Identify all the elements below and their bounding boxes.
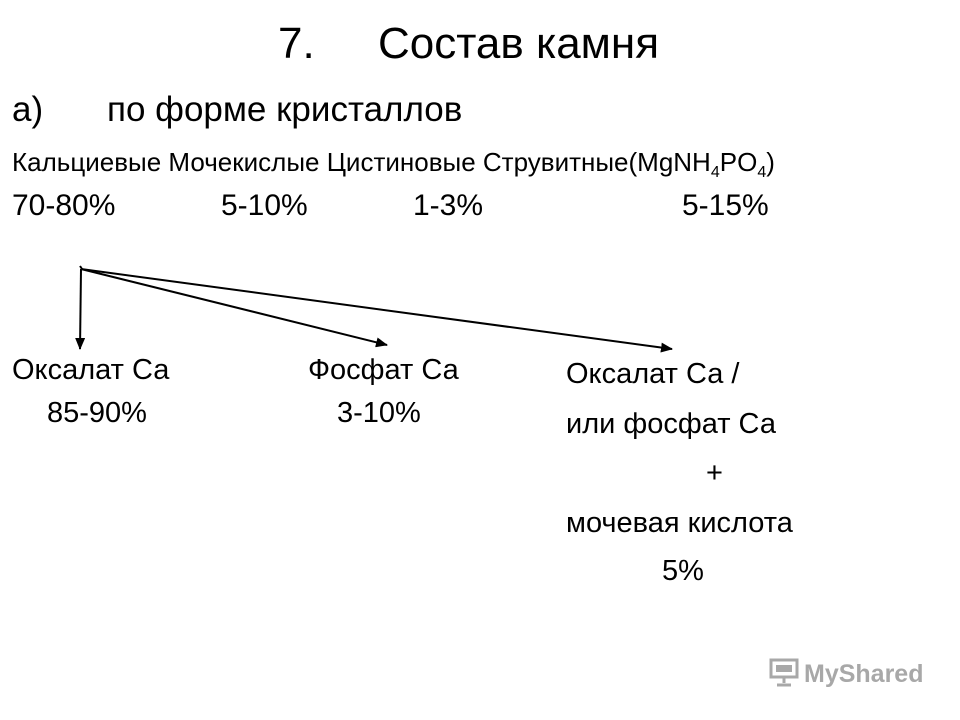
arrow-to-mixed [80, 268, 673, 353]
slide-title-number: 7. [278, 19, 315, 68]
mixed-line1: Оксалат Са / [566, 358, 740, 390]
subscript-4: 4 [757, 164, 767, 181]
stone-types-row: Кальциевые Мочекислые Цистиновые Струвит… [12, 147, 775, 181]
projector-screen-icon [768, 656, 800, 693]
slide-title: Состав камня [378, 19, 660, 68]
oxalate-pct: 85-90% [47, 397, 147, 429]
watermark-text: MyShared [804, 660, 924, 688]
phosphate-label: Фосфат Са [308, 354, 459, 386]
struvite-formula-end: ) [766, 147, 775, 177]
watermark: MyShared [768, 656, 923, 693]
pct-struvite: 5-15% [682, 189, 769, 222]
type-calcium: Кальциевые [12, 147, 162, 177]
arrow-stem [75, 268, 86, 350]
type-cystine: Цистиновые [326, 147, 476, 177]
mixed-plus: + [706, 457, 723, 489]
type-uric: Мочекислые [168, 147, 320, 177]
mixed-line3: мочевая кислота [566, 507, 793, 539]
section-label: а) [12, 90, 44, 129]
struvite-formula-start: Струвитные(MgNH [482, 147, 711, 177]
subscript-4: 4 [710, 164, 720, 181]
mixed-pct: 5% [662, 555, 704, 587]
section-heading: по форме кристаллов [107, 90, 463, 129]
arrow-to-phosphate [80, 268, 388, 348]
pct-calcium: 70-80% [12, 189, 116, 222]
phosphate-pct: 3-10% [337, 397, 421, 429]
pct-uric: 5-10% [221, 189, 308, 222]
oxalate-label: Оксалат Са [12, 354, 170, 386]
mixed-line2: или фосфат Са [566, 408, 776, 440]
struvite-formula-po: PO [719, 147, 758, 177]
pct-cystine: 1-3% [413, 189, 484, 222]
type-struvite: Струвитные(MgNH4PO4) [482, 147, 775, 181]
